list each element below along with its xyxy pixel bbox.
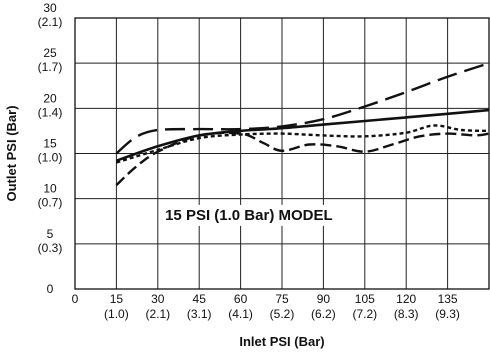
y-tick-sublabel: (1.0) [38, 151, 63, 165]
x-axis-ticks: 0 15(1.0) 30(2.1) 45(3.1) 60(4.1) 75(5.2) 90(6… [72, 292, 460, 321]
x-tick-sublabel: (8.3) [394, 307, 419, 321]
series-long-dash-line [115, 62, 490, 155]
y-tick-label: 5 [47, 227, 54, 241]
x-tick-label: 60 [234, 292, 248, 306]
y-axis-label: Outlet PSI (Bar) [4, 105, 19, 201]
y-tick-label: 15 [43, 137, 57, 151]
x-tick-sublabel: (6.2) [311, 307, 336, 321]
chart-annotation: 15 PSI (1.0 Bar) MODEL [165, 207, 333, 224]
y-tick-sublabel: (2.1) [38, 15, 63, 29]
y-axis-ticks: 0 5(0.3) 10(0.7) 15(1.0) 20(1.4) 25(1.7) 30(2.… [38, 1, 63, 296]
y-tick-label: 25 [43, 46, 57, 60]
x-axis-label: Inlet PSI (Bar) [239, 334, 324, 349]
y-tick-sublabel: (1.4) [38, 105, 63, 119]
y-tick-label: 10 [43, 182, 57, 196]
x-tick-sublabel: (3.1) [187, 307, 212, 321]
x-tick-label: 90 [317, 292, 331, 306]
x-tick-label: 120 [396, 292, 416, 306]
x-tick-label: 45 [193, 292, 207, 306]
x-tick-label: 135 [438, 292, 458, 306]
series-dashed-line [115, 131, 490, 186]
x-tick-sublabel: (9.3) [435, 307, 460, 321]
x-tick-label: 0 [72, 292, 79, 306]
y-tick-sublabel: (1.7) [38, 60, 63, 74]
x-tick-sublabel: (5.2) [270, 307, 295, 321]
x-tick-label: 105 [355, 292, 375, 306]
chart-lines [115, 62, 490, 186]
x-tick-sublabel: (7.2) [352, 307, 377, 321]
x-tick-label: 30 [151, 292, 165, 306]
y-tick-sublabel: (0.3) [38, 241, 63, 255]
x-tick-label: 15 [110, 292, 124, 306]
y-tick-label: 30 [43, 1, 57, 15]
plot-frame [74, 17, 490, 290]
x-tick-label: 75 [275, 292, 289, 306]
series-dotted-line [116, 124, 490, 164]
x-tick-sublabel: (1.0) [104, 307, 129, 321]
y-tick-label: 20 [43, 91, 57, 105]
y-tick-sublabel: (0.7) [38, 196, 63, 210]
annotation-background [160, 204, 338, 226]
x-tick-sublabel: (4.1) [228, 307, 253, 321]
y-tick-label: 0 [47, 282, 54, 296]
series-solid-line [115, 108, 490, 162]
x-tick-sublabel: (2.1) [145, 307, 170, 321]
